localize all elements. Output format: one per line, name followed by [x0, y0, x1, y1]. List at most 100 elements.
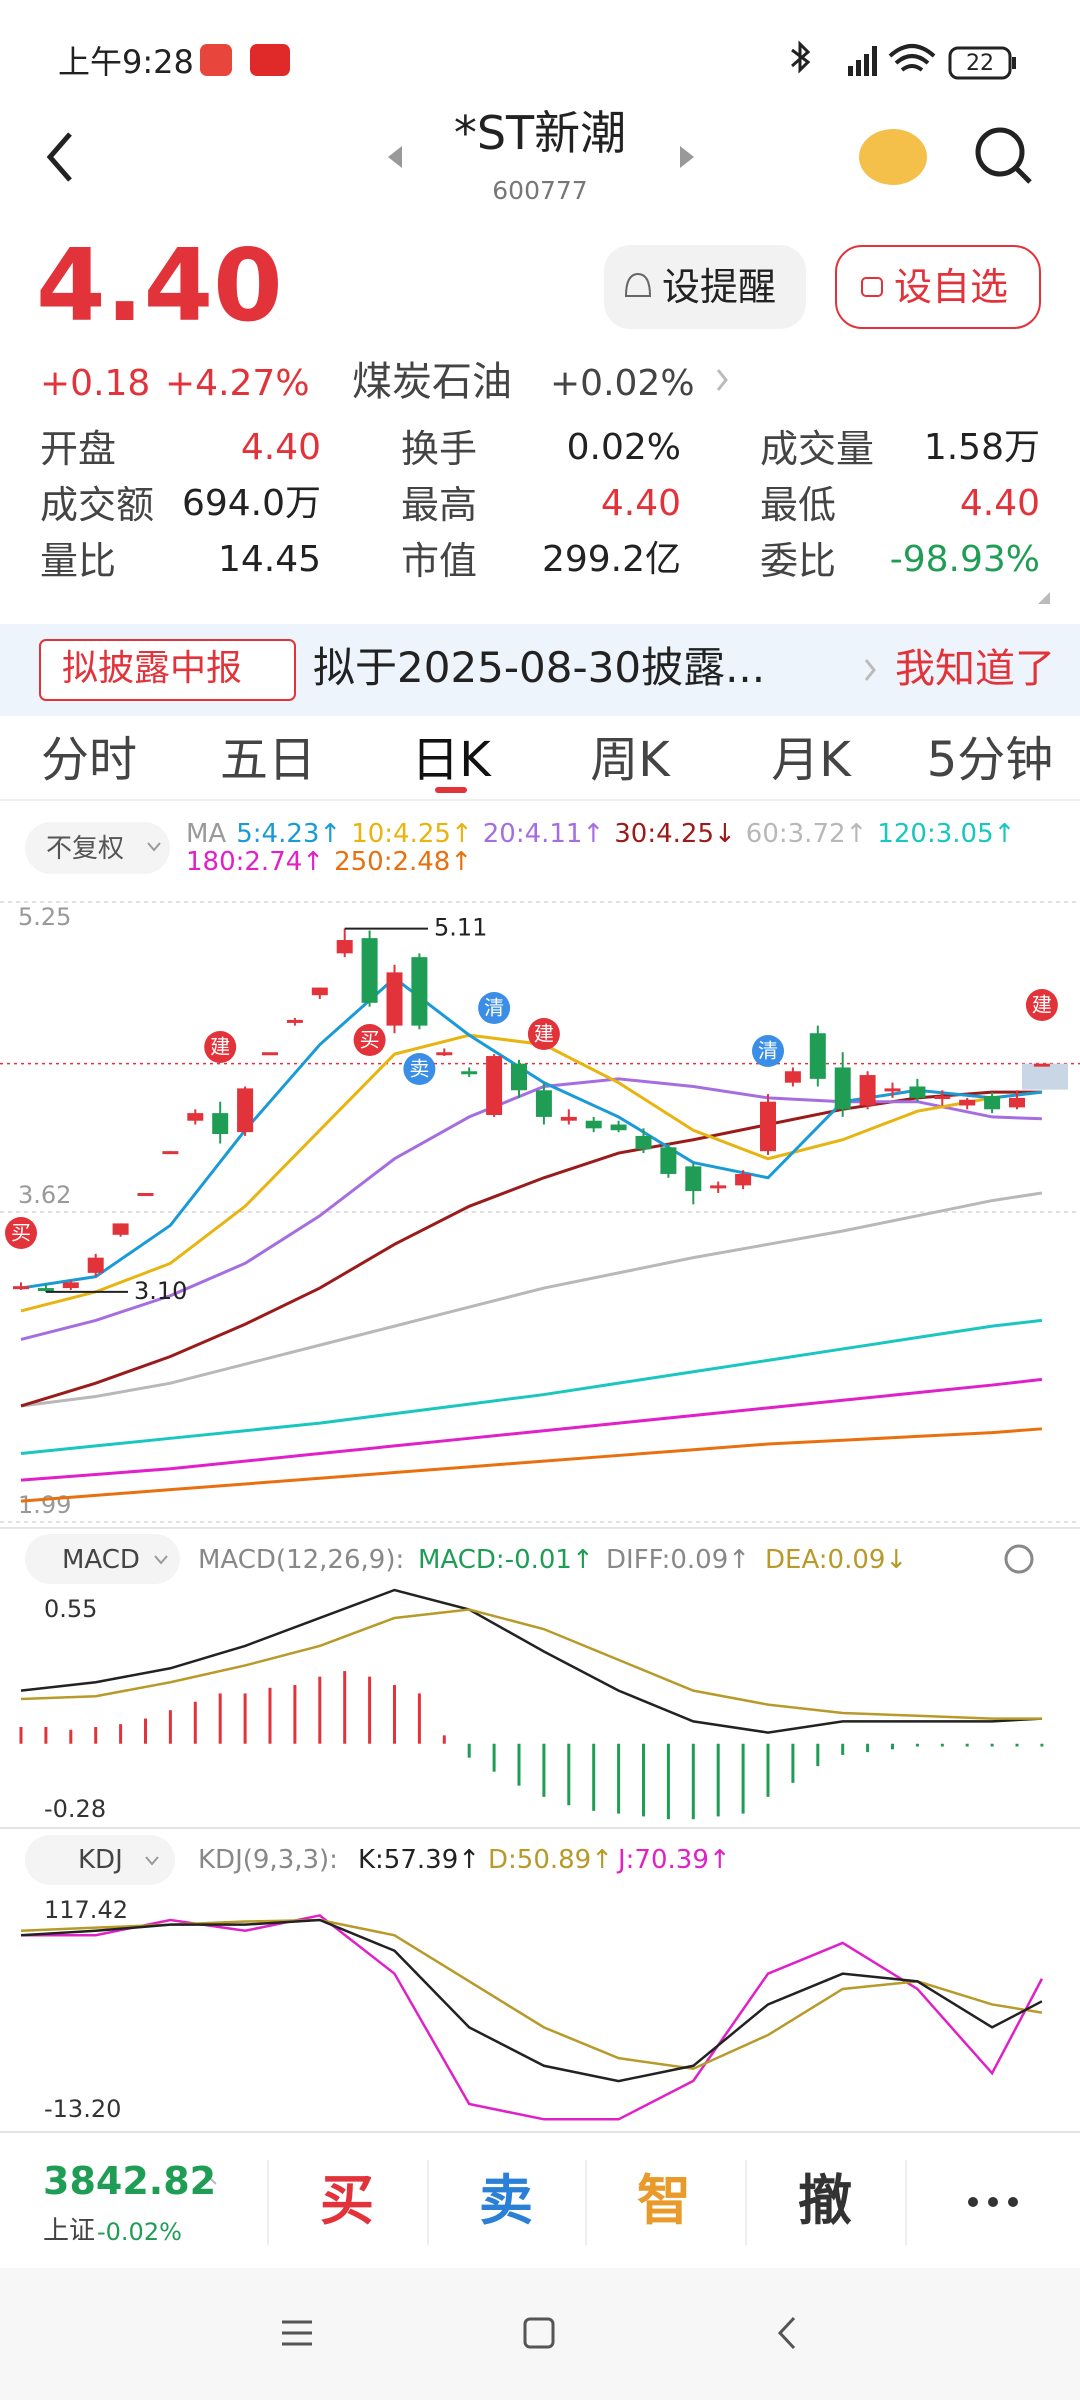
expand-corner[interactable]	[1038, 592, 1050, 604]
y-tick-label: -13.20	[44, 2095, 121, 2123]
macd-bar	[617, 1743, 621, 1814]
candle-body	[336, 940, 353, 954]
index-value[interactable]: 3842.82	[43, 2159, 217, 2203]
candle-body	[87, 1257, 104, 1273]
action-smart[interactable]: 智	[637, 2169, 691, 2232]
y-tick-label: -0.28	[44, 1795, 106, 1823]
candle-body	[984, 1095, 1001, 1110]
settings-icon[interactable]	[1004, 1544, 1034, 1574]
ma-legend: MA 5:4.23↑ 10:4.25↑ 20:4.11↑ 30:4.25↓ 60:3.72…	[186, 820, 1066, 876]
macd-bar	[318, 1676, 322, 1744]
macd-bar	[990, 1743, 994, 1747]
tab[interactable]: 周K	[590, 732, 670, 788]
legend-item: 5:4.23↑	[236, 819, 342, 849]
tab[interactable]: 5分钟	[926, 732, 1054, 788]
dea-line	[20, 1608, 1042, 1720]
search-icon-handle	[1014, 166, 1032, 184]
macd-bar	[467, 1743, 471, 1758]
banner-action[interactable]: 我知道了	[895, 646, 1055, 692]
trade-marker-label: 清	[484, 996, 504, 1020]
macd-bar	[393, 1685, 396, 1744]
y-tick-label: 5.25	[18, 903, 71, 931]
macd-bar	[891, 1743, 894, 1750]
action-buy[interactable]: 买	[320, 2169, 374, 2232]
nav-icons[interactable]	[282, 2316, 796, 2350]
adjust-label[interactable]: 不复权	[46, 834, 125, 864]
mascot-icon[interactable]	[859, 129, 927, 185]
y-tick-label: 3.62	[18, 1181, 71, 1209]
tab[interactable]: 日K	[411, 732, 491, 788]
watch-button-bg[interactable]	[835, 245, 1041, 329]
more-button[interactable]	[968, 2197, 1018, 2207]
macd-bar	[940, 1743, 944, 1747]
kdj-dropdown[interactable]	[25, 1835, 175, 1885]
candle-body	[809, 1033, 826, 1079]
macd-bar	[243, 1693, 247, 1744]
candle-body	[13, 1286, 29, 1290]
diff-value: DIFF:0.09↑	[606, 1545, 751, 1575]
low-label: 3.10	[134, 1277, 187, 1305]
macd-dropdown[interactable]	[25, 1534, 180, 1584]
status-time: 上午9:28	[58, 43, 194, 81]
stat-value: 4.40	[240, 427, 321, 468]
j-value: J:70.39↑	[618, 1845, 731, 1875]
watch-button[interactable]: 设自选	[894, 265, 1009, 309]
d-value: D:50.89↑	[488, 1845, 613, 1875]
dropdown-chevron	[154, 1555, 168, 1565]
wifi-icon	[888, 44, 936, 72]
trade-marker	[204, 1031, 237, 1063]
macd-bar	[542, 1743, 546, 1797]
stat-label: 换手	[401, 427, 478, 471]
macd-bar	[841, 1743, 845, 1755]
sector-name[interactable]: 煤炭石油	[352, 359, 512, 405]
macd-bar	[193, 1701, 197, 1744]
candle-body	[784, 1071, 801, 1083]
banner-chevron	[864, 659, 876, 681]
stat-label: 开盘	[40, 427, 117, 471]
stock-title: *ST新潮	[453, 106, 627, 160]
macd-bar	[592, 1743, 596, 1811]
candle-body	[361, 938, 378, 1003]
candle-body	[511, 1063, 527, 1091]
alert-button-bg[interactable]	[604, 245, 806, 329]
tab-indicator	[435, 787, 467, 793]
k-line	[20, 1918, 1043, 2083]
tab[interactable]: 月K	[771, 732, 851, 788]
macd-bar	[816, 1743, 820, 1767]
macd-bar	[866, 1743, 870, 1753]
candle-body	[884, 1088, 901, 1092]
candle-body	[112, 1223, 129, 1235]
app-icon	[250, 44, 290, 76]
dropdown-chevron	[145, 1856, 159, 1866]
trade-marker-label: 建	[534, 1022, 554, 1046]
last-price-tag	[1022, 1063, 1068, 1090]
trade-marker	[1025, 989, 1058, 1021]
tab[interactable]: 五日	[219, 732, 316, 788]
trade-marker-label: 买	[360, 1028, 380, 1052]
j-line	[21, 1914, 1044, 2121]
macd-bar	[94, 1726, 98, 1744]
banner-text: 拟于2025-08-30披露...	[313, 643, 766, 692]
tab[interactable]: 分时	[40, 732, 137, 788]
macd-bar	[1040, 1743, 1044, 1747]
stat-label: 最低	[760, 483, 837, 527]
action-sell[interactable]: 卖	[479, 2169, 533, 2232]
prev-stock[interactable]	[388, 146, 402, 168]
legend-item: 30:4.25↓	[614, 819, 736, 849]
legend-item: 20:4.11↑	[482, 819, 605, 849]
diff-line	[20, 1588, 1042, 1734]
kdj-selector[interactable]: KDJ	[78, 1845, 123, 1875]
alert-button[interactable]: 设提醒	[662, 265, 777, 309]
candle-body	[137, 1192, 154, 1196]
macd-bar	[492, 1743, 496, 1772]
stat-label: 量比	[40, 539, 117, 583]
candle-body	[436, 1052, 453, 1056]
back-button[interactable]	[46, 132, 72, 182]
action-cancel[interactable]: 撤	[798, 2169, 852, 2232]
adjust-dropdown[interactable]	[25, 822, 170, 874]
next-stock[interactable]	[680, 146, 694, 168]
macd-selector[interactable]: MACD	[62, 1545, 140, 1575]
search-icon[interactable]	[975, 127, 1025, 177]
stat-label: 成交额	[40, 483, 155, 527]
macd-bar	[766, 1743, 770, 1797]
